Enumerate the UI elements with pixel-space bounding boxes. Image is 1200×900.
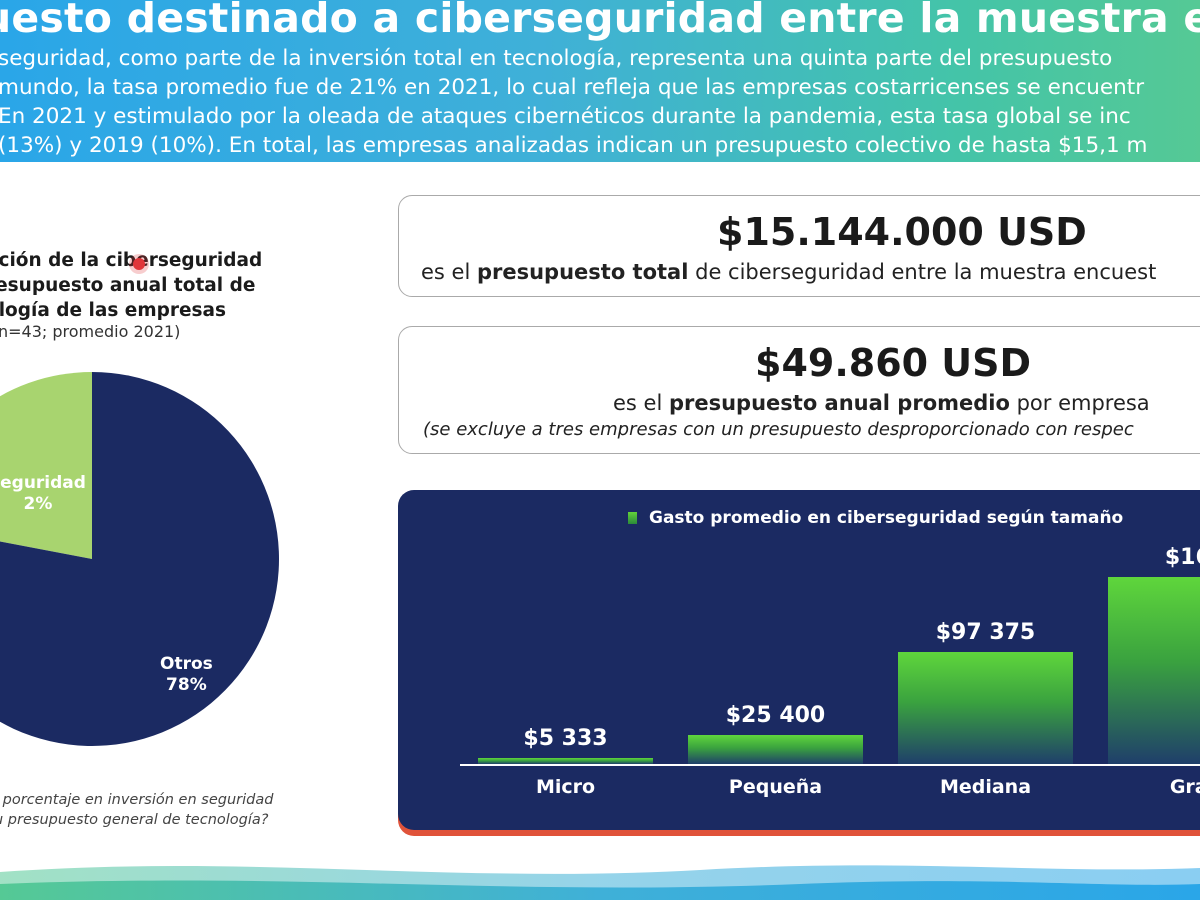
bar-micro <box>478 757 653 764</box>
bar-chart-title: Gasto promedio en ciberseguridad según t… <box>649 508 1124 528</box>
pie-chart-subtitle: n=43; promedio 2021) <box>0 322 181 341</box>
kpi-text: por empresa <box>1009 391 1150 415</box>
slice-value: 2% <box>23 494 53 514</box>
kpi-average-value: $49.860 USD <box>755 341 1032 385</box>
slice-name: Otros <box>160 654 213 674</box>
pie-footnote: l porcentaje en inversión en seguridad u… <box>0 790 273 830</box>
pie-slice-label-seguridad: seguridad 2% <box>0 473 86 515</box>
kpi-total-description: es el presupuesto total de cibersegurida… <box>421 260 1156 284</box>
bar-gran <box>1108 576 1200 764</box>
bar-category-label: Gran <box>1169 776 1200 798</box>
pie-title-line: ación de la ciberseguridad <box>0 250 263 271</box>
kpi-text-bold: presupuesto anual promedio <box>668 391 1010 415</box>
intro-line: (13%) y 2019 (10%). En total, las empres… <box>0 133 1148 158</box>
kpi-average-description: es el presupuesto anual promedio por emp… <box>613 391 1150 415</box>
footer-wave <box>0 865 1200 900</box>
bar-value-label: $163 <box>1164 544 1200 570</box>
kpi-average-box: $49.860 USD es el presupuesto anual prom… <box>398 326 1200 454</box>
intro-line: En 2021 y estimulado por la oleada de at… <box>0 104 1131 129</box>
bar-category-label: Mediana <box>939 776 1032 798</box>
kpi-average-note: (se excluye a tres empresas con un presu… <box>423 419 1134 440</box>
bar-chart-baseline <box>460 764 1200 766</box>
pie-chart <box>0 372 279 746</box>
bar-pequeña <box>688 734 863 764</box>
kpi-text: es el <box>421 260 477 284</box>
pie-chart-title: ación de la ciberseguridad resupuesto an… <box>0 248 286 323</box>
intro-line: mundo, la tasa promedio fue de 21% en 20… <box>0 75 1145 100</box>
pie-slice-otros <box>0 372 279 746</box>
pie-slice-label-otros: Otros 78% <box>160 654 213 696</box>
kpi-text: de ciberseguridad entre la muestra encue… <box>688 260 1157 284</box>
pie-note-line: l porcentaje en inversión en seguridad <box>0 792 274 808</box>
cursor-pointer <box>133 258 145 270</box>
slice-name: seguridad <box>0 473 86 493</box>
page-title: uesto destinado a ciberseguridad entre l… <box>0 0 1200 42</box>
kpi-text-bold: presupuesto total <box>476 260 689 284</box>
header-banner: uesto destinado a ciberseguridad entre l… <box>0 0 1200 162</box>
bar-category-label: Micro <box>535 776 596 798</box>
pie-slice-seguridad <box>0 372 92 559</box>
pie-note-line: u presupuesto general de tecnología? <box>0 812 269 828</box>
bar-value-label: $97 375 <box>935 620 1036 646</box>
bar-value-label: $5 333 <box>523 725 608 751</box>
kpi-total-box: $15.144.000 USD es el presupuesto total … <box>398 195 1200 297</box>
legend-swatch <box>628 512 637 524</box>
intro-text: seguridad, como parte de la inversión to… <box>0 44 1200 160</box>
intro-line: seguridad, como parte de la inversión to… <box>0 46 1113 71</box>
bar-category-label: Pequeña <box>728 776 823 798</box>
bar-mediana <box>898 652 1073 764</box>
kpi-total-value: $15.144.000 USD <box>717 210 1087 254</box>
kpi-text: es el <box>613 391 669 415</box>
pie-title-line: resupuesto anual total de <box>0 275 256 296</box>
slice-value: 78% <box>166 675 207 695</box>
bar-chart-panel: Gasto promedio en ciberseguridad según t… <box>398 490 1200 830</box>
pie-title-line: ología de las empresas <box>0 300 227 321</box>
bar-value-label: $25 400 <box>725 702 826 728</box>
bar-chart-legend: Gasto promedio en ciberseguridad según t… <box>628 508 1123 528</box>
